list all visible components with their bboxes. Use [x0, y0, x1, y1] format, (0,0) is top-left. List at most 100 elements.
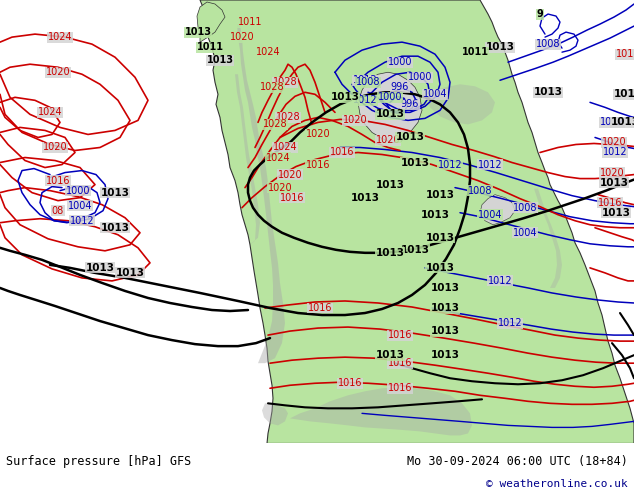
Text: © weatheronline.co.uk: © weatheronline.co.uk [486, 479, 628, 490]
Text: 1012: 1012 [603, 147, 627, 157]
Text: 1028: 1028 [276, 112, 301, 122]
Text: 1028: 1028 [262, 120, 287, 129]
Text: 1000: 1000 [66, 186, 90, 196]
Text: 1008: 1008 [536, 39, 560, 49]
Text: 1013: 1013 [375, 109, 404, 120]
Text: 1013: 1013 [375, 350, 404, 360]
Text: 1016: 1016 [306, 160, 330, 170]
Text: 1013: 1013 [351, 193, 380, 203]
Polygon shape [237, 24, 285, 363]
Text: 1024: 1024 [37, 107, 62, 118]
Text: 1012: 1012 [477, 160, 502, 170]
Text: 1011: 1011 [238, 17, 262, 27]
Text: 1024: 1024 [273, 143, 297, 152]
Polygon shape [235, 74, 260, 245]
Text: 1016: 1016 [598, 197, 622, 208]
Text: 1013: 1013 [396, 132, 425, 143]
Text: 1028: 1028 [273, 77, 297, 87]
Text: 1016: 1016 [330, 147, 354, 157]
Text: 1020: 1020 [268, 183, 292, 193]
Text: 1004: 1004 [423, 89, 447, 99]
Text: 1013: 1013 [614, 89, 634, 99]
Text: 1013: 1013 [611, 118, 634, 127]
Text: 1013: 1013 [600, 177, 628, 188]
Polygon shape [200, 0, 634, 443]
Text: 08: 08 [52, 206, 64, 216]
Text: 1013: 1013 [401, 245, 429, 255]
Text: 1020: 1020 [602, 138, 626, 147]
Text: 1013: 1013 [101, 223, 129, 233]
Polygon shape [197, 2, 225, 42]
Text: 1013: 1013 [425, 190, 455, 199]
Text: 1016: 1016 [388, 383, 412, 393]
Text: 1013: 1013 [375, 248, 404, 258]
Text: 1013: 1013 [425, 233, 455, 243]
Text: 1020: 1020 [230, 32, 254, 42]
Text: 1013: 1013 [115, 268, 145, 278]
Text: 1013: 1013 [330, 92, 359, 102]
Text: 1012: 1012 [488, 276, 512, 286]
Text: 1012: 1012 [498, 318, 522, 328]
Text: 1011: 1011 [462, 47, 489, 57]
Text: 1016: 1016 [46, 175, 70, 186]
Text: 1000: 1000 [378, 92, 402, 102]
Text: 1013: 1013 [430, 283, 460, 293]
Text: 1013: 1013 [375, 180, 404, 190]
Polygon shape [428, 84, 495, 124]
Text: 1012: 1012 [353, 96, 377, 105]
Text: 1013: 1013 [533, 87, 562, 98]
Text: 1020: 1020 [42, 143, 67, 152]
Text: 996: 996 [391, 82, 409, 92]
Text: 1013: 1013 [401, 157, 429, 168]
Text: 1016: 1016 [388, 358, 412, 368]
Text: 1012: 1012 [437, 160, 462, 170]
Text: 1016: 1016 [307, 303, 332, 313]
Text: 1013: 1013 [430, 326, 460, 336]
Text: 1020: 1020 [376, 135, 400, 146]
Text: 1020: 1020 [343, 115, 367, 125]
Text: 1016: 1016 [388, 330, 412, 340]
Text: 1004: 1004 [478, 210, 502, 220]
Text: Mo 30-09-2024 06:00 UTC (18+84): Mo 30-09-2024 06:00 UTC (18+84) [407, 455, 628, 467]
Text: 1008: 1008 [468, 186, 492, 196]
Polygon shape [534, 189, 562, 288]
Text: 1012: 1012 [600, 118, 624, 127]
Text: 1013: 1013 [101, 188, 129, 197]
Text: 1013: 1013 [207, 55, 233, 65]
Text: 1013: 1013 [430, 303, 460, 313]
Polygon shape [290, 387, 472, 436]
Text: 1008: 1008 [356, 77, 380, 87]
Text: Surface pressure [hPa] GFS: Surface pressure [hPa] GFS [6, 455, 191, 467]
Polygon shape [262, 403, 288, 425]
Text: 1024: 1024 [256, 47, 280, 57]
Text: 9: 9 [536, 9, 543, 19]
Text: 1024: 1024 [266, 152, 290, 163]
Text: 1020: 1020 [600, 168, 624, 177]
Text: 1000: 1000 [388, 57, 412, 67]
Text: 1013: 1013 [430, 350, 460, 360]
Text: 1024: 1024 [48, 32, 72, 42]
Polygon shape [480, 195, 515, 225]
Text: 1016: 1016 [616, 49, 634, 59]
Text: 1020: 1020 [46, 67, 70, 77]
Text: 1013: 1013 [425, 263, 455, 273]
Text: 1008: 1008 [513, 203, 537, 213]
Text: 1000: 1000 [408, 72, 432, 82]
Text: 1011: 1011 [197, 42, 224, 52]
Text: 1004: 1004 [513, 228, 537, 238]
Text: 1013: 1013 [486, 42, 515, 52]
Text: 1004: 1004 [68, 201, 93, 211]
Polygon shape [358, 72, 422, 143]
Text: 1016: 1016 [338, 378, 362, 388]
Text: 1013: 1013 [184, 27, 212, 37]
Text: 1028: 1028 [260, 82, 284, 92]
Text: 1012: 1012 [353, 75, 377, 85]
Text: 1013: 1013 [420, 210, 450, 220]
Text: 996: 996 [401, 99, 419, 109]
Text: 1020: 1020 [306, 129, 330, 140]
Text: 1012: 1012 [70, 216, 94, 226]
Text: 1013: 1013 [86, 263, 115, 273]
Text: 1020: 1020 [278, 170, 302, 179]
Text: 1016: 1016 [280, 193, 304, 203]
Text: 1013: 1013 [602, 208, 630, 218]
